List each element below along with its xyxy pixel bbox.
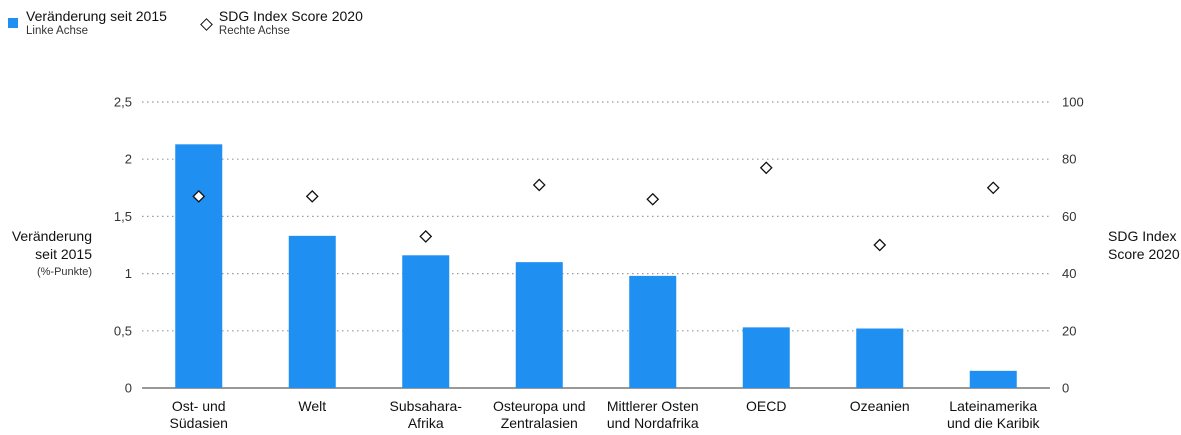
left-axis-title-line1: Veränderung <box>11 228 92 244</box>
score-diamond <box>646 192 660 206</box>
bar <box>288 235 336 388</box>
category-label: Lateinamerika <box>949 398 1037 414</box>
left-tick-label: 2,5 <box>114 95 132 110</box>
right-tick-label: 40 <box>1062 266 1076 281</box>
legend-score-label: SDG Index Score 2020 <box>218 8 363 24</box>
bar <box>515 262 563 388</box>
left-axis-title: Veränderung seit 2015 (%-Punkte) <box>8 227 92 278</box>
category-label: OECD <box>746 398 786 414</box>
category-label: Ozeanien <box>850 398 910 414</box>
left-tick-label: 0,5 <box>114 323 132 338</box>
bar-swatch-icon <box>8 18 18 28</box>
category-label: und die Karibik <box>947 415 1041 431</box>
legend-item-score: SDG Index Score 2020 Rechte Achse <box>201 8 363 37</box>
category-label: Mittlerer Osten <box>607 398 699 414</box>
right-axis-title-line2: Score 2020 <box>1108 246 1180 262</box>
category-label: Subsahara- <box>390 398 463 414</box>
bar <box>629 275 677 388</box>
score-diamond <box>305 189 319 203</box>
category-label: Zentralasien <box>501 415 578 431</box>
legend-item-change: Veränderung seit 2015 Linke Achse <box>8 8 167 37</box>
category-label: Ost- und <box>172 398 226 414</box>
right-axis-title-line1: SDG Index <box>1108 228 1177 244</box>
category-label: und Nordafrika <box>607 415 699 431</box>
bar <box>175 144 223 388</box>
bar <box>969 370 1017 388</box>
legend-score-axis: Rechte Achse <box>218 25 290 37</box>
left-tick-label: 1 <box>125 266 132 281</box>
score-diamond <box>986 181 1000 195</box>
legend-change-axis: Linke Achse <box>26 25 89 37</box>
legend: Veränderung seit 2015 Linke Achse SDG In… <box>8 8 363 37</box>
bar <box>402 255 450 388</box>
category-label: Welt <box>298 398 326 414</box>
score-diamond <box>532 178 546 192</box>
right-tick-label: 80 <box>1062 152 1076 167</box>
left-axis-title-line2: seit 2015 <box>35 246 92 262</box>
category-label: Afrika <box>408 415 444 431</box>
left-axis-unit: (%-Punkte) <box>36 266 92 278</box>
left-tick-label: 2 <box>125 152 132 167</box>
right-tick-label: 20 <box>1062 323 1076 338</box>
right-axis-title: SDG Index Score 2020 <box>1108 227 1180 263</box>
score-diamond <box>192 189 206 203</box>
score-diamond <box>873 238 887 252</box>
right-tick-label: 100 <box>1062 95 1084 110</box>
right-tick-label: 60 <box>1062 209 1076 224</box>
left-tick-label: 0 <box>125 381 132 396</box>
legend-change-label: Veränderung seit 2015 <box>26 8 167 24</box>
category-label: Osteuropa und <box>493 398 586 414</box>
score-diamond <box>759 161 773 175</box>
category-label: Südasien <box>170 415 228 431</box>
left-tick-label: 1,5 <box>114 209 132 224</box>
right-tick-label: 0 <box>1062 381 1069 396</box>
bar <box>742 327 790 388</box>
score-diamond <box>419 230 433 243</box>
bar <box>856 328 904 388</box>
